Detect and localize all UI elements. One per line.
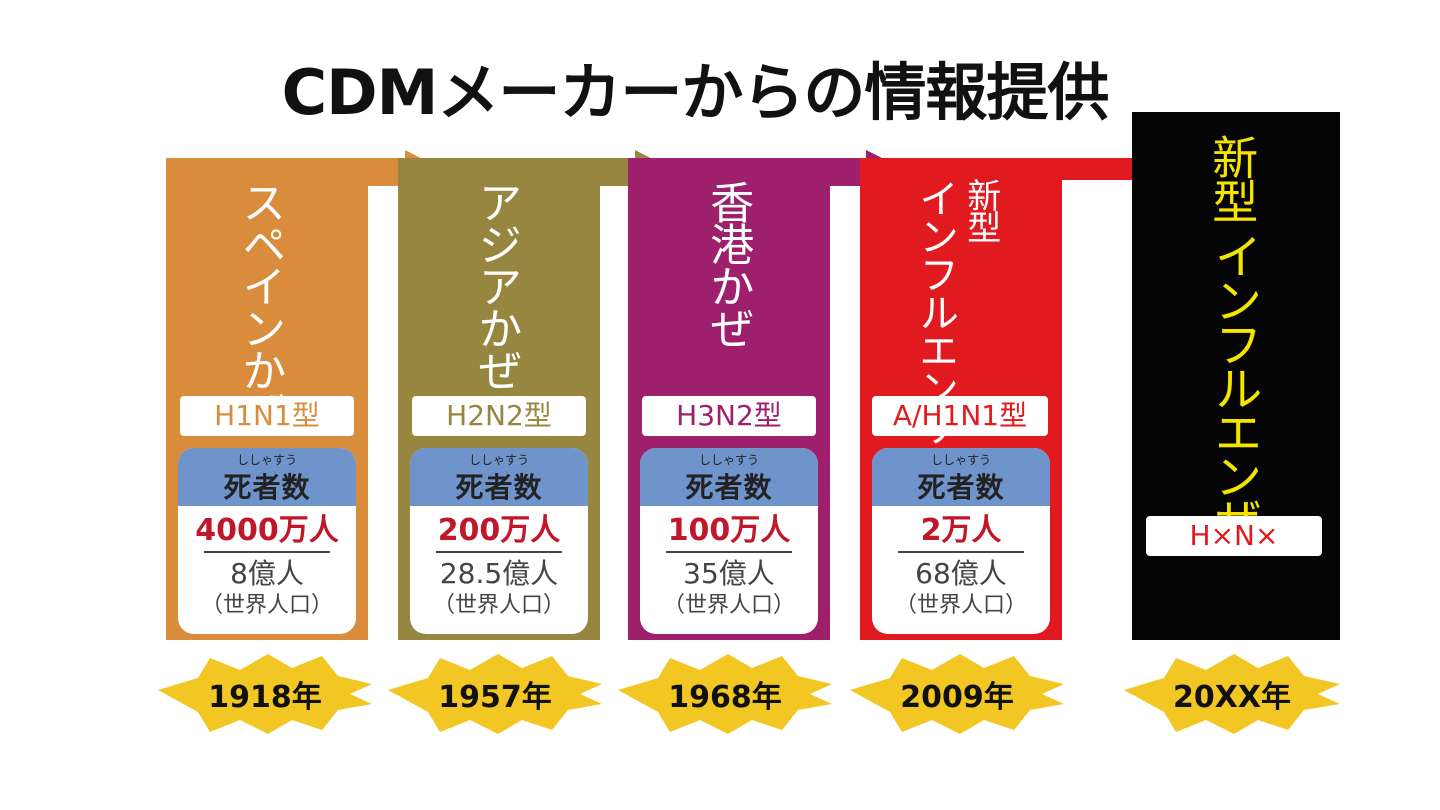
pandemic-name: 香港かぜ <box>702 180 754 348</box>
population-label: （世界人口） <box>432 593 565 618</box>
population-value: 28.5億人 <box>439 557 559 590</box>
deaths-header: ししゃすう 死者数 <box>410 448 588 506</box>
starburst-1918 <box>158 654 372 734</box>
deaths-ruby: ししゃすう <box>698 453 759 467</box>
year-label: 1957年 <box>438 680 552 715</box>
deaths-value: 200万人 <box>437 513 561 548</box>
deaths-card: ししゃすう 死者数 4000万人 8億人 （世界人口） <box>178 448 356 634</box>
subtype-label: A/H1N1型 <box>872 396 1048 436</box>
deaths-value: 2万人 <box>920 513 1002 548</box>
deaths-label: 死者数 <box>455 471 543 504</box>
deaths-header: ししゃすう 死者数 <box>178 448 356 506</box>
pandemic-name: アジアかぜ <box>470 180 522 390</box>
subtype-label: H2N2型 <box>412 396 586 436</box>
deaths-ruby: ししゃすう <box>930 453 991 467</box>
population-label: （世界人口） <box>200 593 333 618</box>
divider <box>436 551 562 553</box>
deaths-ruby: ししゃすう <box>468 453 529 467</box>
deaths-header: ししゃすう 死者数 <box>872 448 1050 506</box>
subtype-label: H×N× <box>1146 516 1322 556</box>
deaths-ruby: ししゃすう <box>236 453 297 467</box>
year-label: 20XX年 <box>1172 680 1291 715</box>
divider <box>204 551 330 553</box>
starburst-1957 <box>388 654 602 734</box>
deaths-value: 100万人 <box>667 513 791 548</box>
population-label: （世界人口） <box>894 593 1027 618</box>
population-label: （世界人口） <box>662 593 795 618</box>
starburst-2009 <box>850 654 1064 734</box>
starburst-20xx <box>1124 654 1340 734</box>
deaths-card: ししゃすう 死者数 100万人 35億人 （世界人口） <box>640 448 818 634</box>
subtype-label: H1N1型 <box>180 396 354 436</box>
deaths-card: ししゃすう 死者数 200万人 28.5億人 （世界人口） <box>410 448 588 634</box>
pandemic-name-line2: インフルエンザ <box>1205 232 1262 540</box>
deaths-value: 4000万人 <box>195 513 339 548</box>
pandemic-name-line1: 新型 <box>960 178 1001 242</box>
deaths-label: 死者数 <box>917 471 1005 504</box>
population-value: 8億人 <box>230 557 304 590</box>
population-value: 68億人 <box>915 557 1007 590</box>
page-title: CDMメーカーからの情報提供 <box>281 56 1110 129</box>
pandemic-name: スペインかぜ <box>234 180 286 432</box>
deaths-label: 死者数 <box>685 471 773 504</box>
deaths-card: ししゃすう 死者数 2万人 68億人 （世界人口） <box>872 448 1050 634</box>
year-label: 2009年 <box>900 680 1014 715</box>
starburst-1968 <box>618 654 832 734</box>
year-label: 1968年 <box>668 680 782 715</box>
year-label: 1918年 <box>208 680 322 715</box>
pandemic-name-line1: 新型 <box>1205 134 1260 222</box>
divider <box>898 551 1024 553</box>
population-value: 35億人 <box>683 557 775 590</box>
subtype-label: H3N2型 <box>642 396 816 436</box>
divider <box>666 551 792 553</box>
deaths-label: 死者数 <box>223 471 311 504</box>
deaths-header: ししゃすう 死者数 <box>640 448 818 506</box>
